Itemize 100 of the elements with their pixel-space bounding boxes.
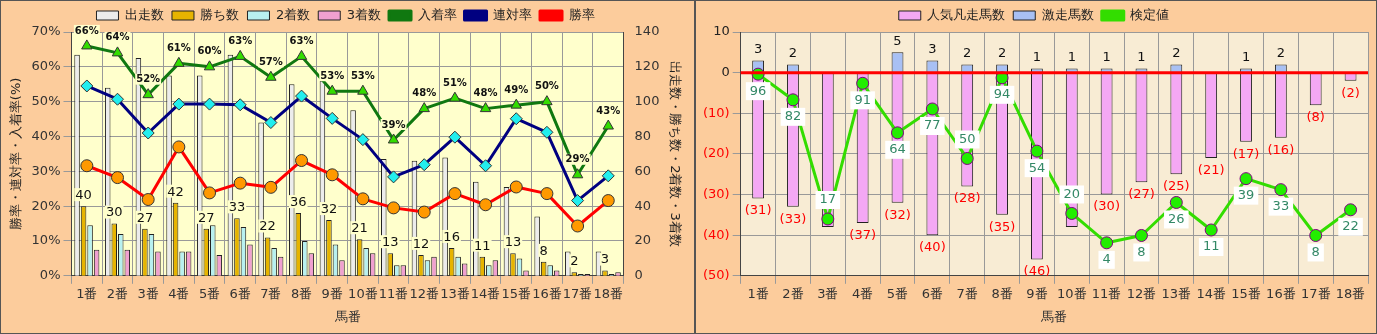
data-label: 43% xyxy=(596,104,621,116)
data-label: 12 xyxy=(412,235,430,251)
data-label: 63% xyxy=(228,34,253,46)
y-tick-label: (20) xyxy=(703,145,730,161)
data-label: 1 xyxy=(1241,49,1251,65)
data-label: (2) xyxy=(1341,84,1360,100)
y-tick-label: 40% xyxy=(31,127,61,143)
data-label: 17 xyxy=(819,191,837,207)
data-label: 33 xyxy=(228,199,246,215)
data-label: 48% xyxy=(473,87,498,99)
data-label: 42 xyxy=(167,183,184,199)
x-tick-label: 8番 xyxy=(290,285,313,301)
x-tick-label: 17番 xyxy=(562,285,593,301)
x-tick-label: 3番 xyxy=(817,285,839,301)
y2-tick-label: 100 xyxy=(634,93,660,109)
data-label: 8 xyxy=(1311,243,1320,259)
data-label: 36 xyxy=(290,193,307,209)
data-label: 1 xyxy=(1067,49,1076,65)
point xyxy=(1309,228,1323,242)
data-label: 53% xyxy=(320,69,345,81)
x-tick-label: 13番 xyxy=(440,285,470,301)
y-tick-label: (50) xyxy=(703,267,730,283)
x-tick-label: 6番 xyxy=(229,285,251,301)
x-tick-label: 16番 xyxy=(1266,285,1296,301)
point xyxy=(960,151,974,165)
data-label: 16 xyxy=(443,228,460,244)
data-label: (33) xyxy=(779,210,807,226)
data-label: (31) xyxy=(744,202,772,218)
data-label: 32 xyxy=(320,200,338,216)
data-label: 51% xyxy=(442,76,467,88)
x-tick-label: 17番 xyxy=(1300,285,1331,301)
point xyxy=(821,212,835,226)
data-label: 13 xyxy=(382,234,399,250)
x-tick-label: 5番 xyxy=(198,285,221,301)
x-tick-label: 11番 xyxy=(1091,285,1122,301)
data-label: 1 xyxy=(1137,49,1146,65)
data-label: 96 xyxy=(749,82,767,98)
y-tick-label: 0% xyxy=(39,267,61,283)
legend-label: 入着率 xyxy=(417,6,457,22)
point xyxy=(1239,172,1253,186)
x-tick-label: 7番 xyxy=(956,285,978,301)
data-label: (35) xyxy=(988,218,1016,234)
x-tick-label: 4番 xyxy=(168,285,190,301)
data-label: 11 xyxy=(1202,238,1220,254)
x-tick-label: 4番 xyxy=(852,285,874,301)
point xyxy=(786,93,800,107)
data-label: 2 xyxy=(1172,45,1181,61)
point xyxy=(1204,223,1218,237)
data-label: 49% xyxy=(504,83,529,95)
data-label: 50% xyxy=(534,80,559,92)
y-tick-label: 30% xyxy=(31,162,61,178)
x-axis-title: 馬番 xyxy=(333,308,361,324)
x-axis-title: 馬番 xyxy=(1040,308,1068,324)
data-label: 30 xyxy=(105,204,123,220)
point xyxy=(1274,183,1288,197)
data-label: 21 xyxy=(351,220,368,236)
x-tick-label: 18番 xyxy=(1335,285,1366,301)
legend-label: 連対率 xyxy=(493,6,533,22)
x-tick-label: 13番 xyxy=(1161,285,1192,301)
x-tick-label: 14番 xyxy=(470,285,501,301)
data-label: 61% xyxy=(166,41,191,53)
point xyxy=(891,126,905,140)
legend-label: 検定値 xyxy=(1130,6,1170,22)
data-label: 1 xyxy=(1102,49,1111,65)
data-label: (17) xyxy=(1232,145,1260,161)
data-label: 20 xyxy=(1063,185,1081,201)
point xyxy=(1134,228,1148,242)
data-label: (32) xyxy=(884,206,911,222)
x-tick-label: 6番 xyxy=(921,285,944,301)
data-label: 82 xyxy=(784,108,802,124)
legend-label: 出走数 xyxy=(124,6,164,22)
y-axis-title: 勝率・連対率・入着率(%) xyxy=(8,77,24,231)
data-label: 5 xyxy=(893,33,902,49)
data-label: (37) xyxy=(849,226,877,242)
y2-tick-label: 40 xyxy=(634,197,652,213)
data-label: 3 xyxy=(928,41,937,57)
data-label: 91 xyxy=(854,91,871,107)
data-label: 4 xyxy=(1102,251,1111,267)
point xyxy=(1100,236,1114,250)
legend-label: 勝ち数 xyxy=(200,6,240,22)
data-label: (16) xyxy=(1267,141,1295,157)
data-label: (40) xyxy=(919,239,946,255)
y-tick-label: 10 xyxy=(713,23,730,39)
data-label: 66% xyxy=(74,24,99,36)
y2-tick-label: 20 xyxy=(634,232,652,248)
data-label: (21) xyxy=(1197,161,1225,177)
data-label: 3 xyxy=(753,41,763,57)
data-label: (25) xyxy=(1162,178,1190,194)
x-tick-label: 15番 xyxy=(501,285,532,301)
data-label: 64% xyxy=(105,31,130,43)
x-tick-label: 12番 xyxy=(1126,285,1157,301)
x-tick-label: 12番 xyxy=(409,285,439,301)
x-tick-label: 1番 xyxy=(747,285,769,301)
data-label: (28) xyxy=(953,190,981,206)
data-label: 50 xyxy=(958,130,976,146)
x-tick-label: 15番 xyxy=(1231,285,1261,301)
point xyxy=(1065,206,1079,220)
data-label: 2 xyxy=(1276,45,1286,61)
y-tick-label: 0 xyxy=(721,64,730,80)
data-label: 1 xyxy=(1032,49,1042,65)
